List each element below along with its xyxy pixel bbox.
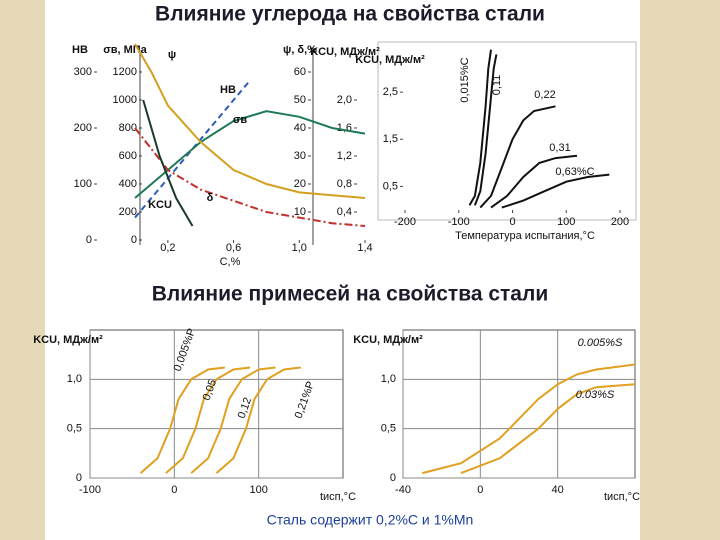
x-tick-label: 0: [509, 216, 515, 228]
x-tick-label: -200: [394, 216, 416, 228]
y-tick-label: 100: [74, 178, 92, 190]
series-line: [134, 43, 366, 199]
y-axis-label: ψ, δ,%: [283, 44, 317, 56]
heading: Влияние углерода на свойства стали: [155, 3, 545, 26]
y-tick-label: 40: [294, 122, 306, 134]
x-tick-label: 1,0: [292, 242, 307, 254]
series-line: [460, 383, 636, 475]
x-axis-label: Температура испытания,°С: [455, 230, 595, 242]
y-axis-label: KCU, МДж/м²: [310, 46, 380, 58]
x-axis-label: tисп,°С: [320, 491, 356, 503]
series-line: [215, 366, 301, 474]
y-tick-label: 2,0: [337, 94, 352, 106]
series-line: [190, 366, 276, 474]
y-tick-label: 400: [119, 178, 137, 190]
y-tick-label: 1000: [113, 94, 137, 106]
y-axis-label: KCU, МДж/м²: [33, 334, 103, 346]
y-tick-label: 0,5: [383, 180, 398, 192]
y-tick-label: 1200: [113, 66, 137, 78]
series-line: [473, 54, 498, 206]
x-tick-label: 1,4: [357, 242, 372, 254]
series-line: [134, 79, 251, 219]
y-tick-label: 60: [294, 66, 306, 78]
y-tick-label: 1,6: [337, 122, 352, 134]
y-tick-label: 0: [131, 234, 137, 246]
series-line: [142, 99, 194, 227]
x-tick-label: -100: [448, 216, 470, 228]
series-label: KCU: [148, 199, 172, 211]
series-label: 0.03%S: [576, 389, 615, 401]
y-tick-label: 10: [294, 206, 306, 218]
y-tick-label: 2,5: [383, 86, 398, 98]
y-tick-label: 20: [294, 178, 306, 190]
series-label: 0,11: [491, 75, 503, 96]
y-tick-label: 600: [119, 150, 137, 162]
x-axis-label: tисп,°С: [604, 491, 640, 503]
x-tick-label: 0: [171, 484, 177, 496]
y-tick-label: 50: [294, 94, 306, 106]
heading: Влияние примесей на свойства стали: [152, 283, 549, 306]
x-tick-label: -100: [79, 484, 101, 496]
y-tick-label: 0,8: [337, 178, 352, 190]
y-tick-label: 200: [74, 122, 92, 134]
x-tick-label: -40: [395, 484, 411, 496]
y-tick-label: 1,0: [381, 373, 396, 385]
series-line: [139, 366, 226, 474]
series-line: [501, 173, 610, 209]
y-tick-label: 1,2: [337, 150, 352, 162]
footer: Сталь содержит 0,2%С и 1%Mn: [267, 512, 474, 528]
x-tick-label: 0,6: [226, 242, 241, 254]
y-tick-label: 0,5: [67, 423, 82, 435]
series-label: ψ: [168, 49, 176, 61]
y-tick-label: 1,5: [383, 133, 398, 145]
series-label: 0,22: [534, 89, 555, 101]
series-line: [468, 49, 492, 206]
y-tick-label: 0: [76, 472, 82, 484]
y-axis-label: HB: [72, 44, 88, 56]
x-tick-label: 0,2: [160, 242, 175, 254]
y-tick-label: 0: [390, 472, 396, 484]
y-tick-label: 800: [119, 122, 137, 134]
series-label: δ: [207, 192, 214, 204]
series-label: σв: [233, 114, 248, 126]
x-axis-label: C,%: [220, 256, 241, 268]
y-tick-label: 200: [119, 206, 137, 218]
series-label: 0,31: [549, 142, 570, 154]
x-tick-label: 0: [477, 484, 483, 496]
x-tick-label: 100: [557, 216, 575, 228]
series-label: 0,015%C: [459, 57, 471, 102]
y-tick-label: 300: [74, 66, 92, 78]
series-line: [479, 105, 556, 209]
x-tick-label: 40: [552, 484, 564, 496]
series-line: [134, 127, 366, 227]
y-tick-label: 0,5: [381, 423, 396, 435]
series-label: 0,63%C: [555, 166, 594, 178]
y-axis-label: KCU, МДж/м²: [353, 334, 423, 346]
series-line: [422, 363, 636, 475]
series-line: [490, 154, 578, 209]
series-label: HB: [220, 84, 236, 96]
x-tick-label: 100: [249, 484, 267, 496]
series-line: [134, 110, 366, 199]
y-tick-label: 1,0: [67, 373, 82, 385]
series-label: 0.005%S: [578, 337, 623, 349]
frame: [377, 41, 637, 221]
y-tick-label: 0: [86, 234, 92, 246]
y-tick-label: 0,4: [337, 206, 352, 218]
y-axis-label: KCU, МДж/м²: [355, 54, 425, 66]
x-tick-label: 200: [611, 216, 629, 228]
y-tick-label: 30: [294, 150, 306, 162]
series-line: [165, 366, 251, 474]
